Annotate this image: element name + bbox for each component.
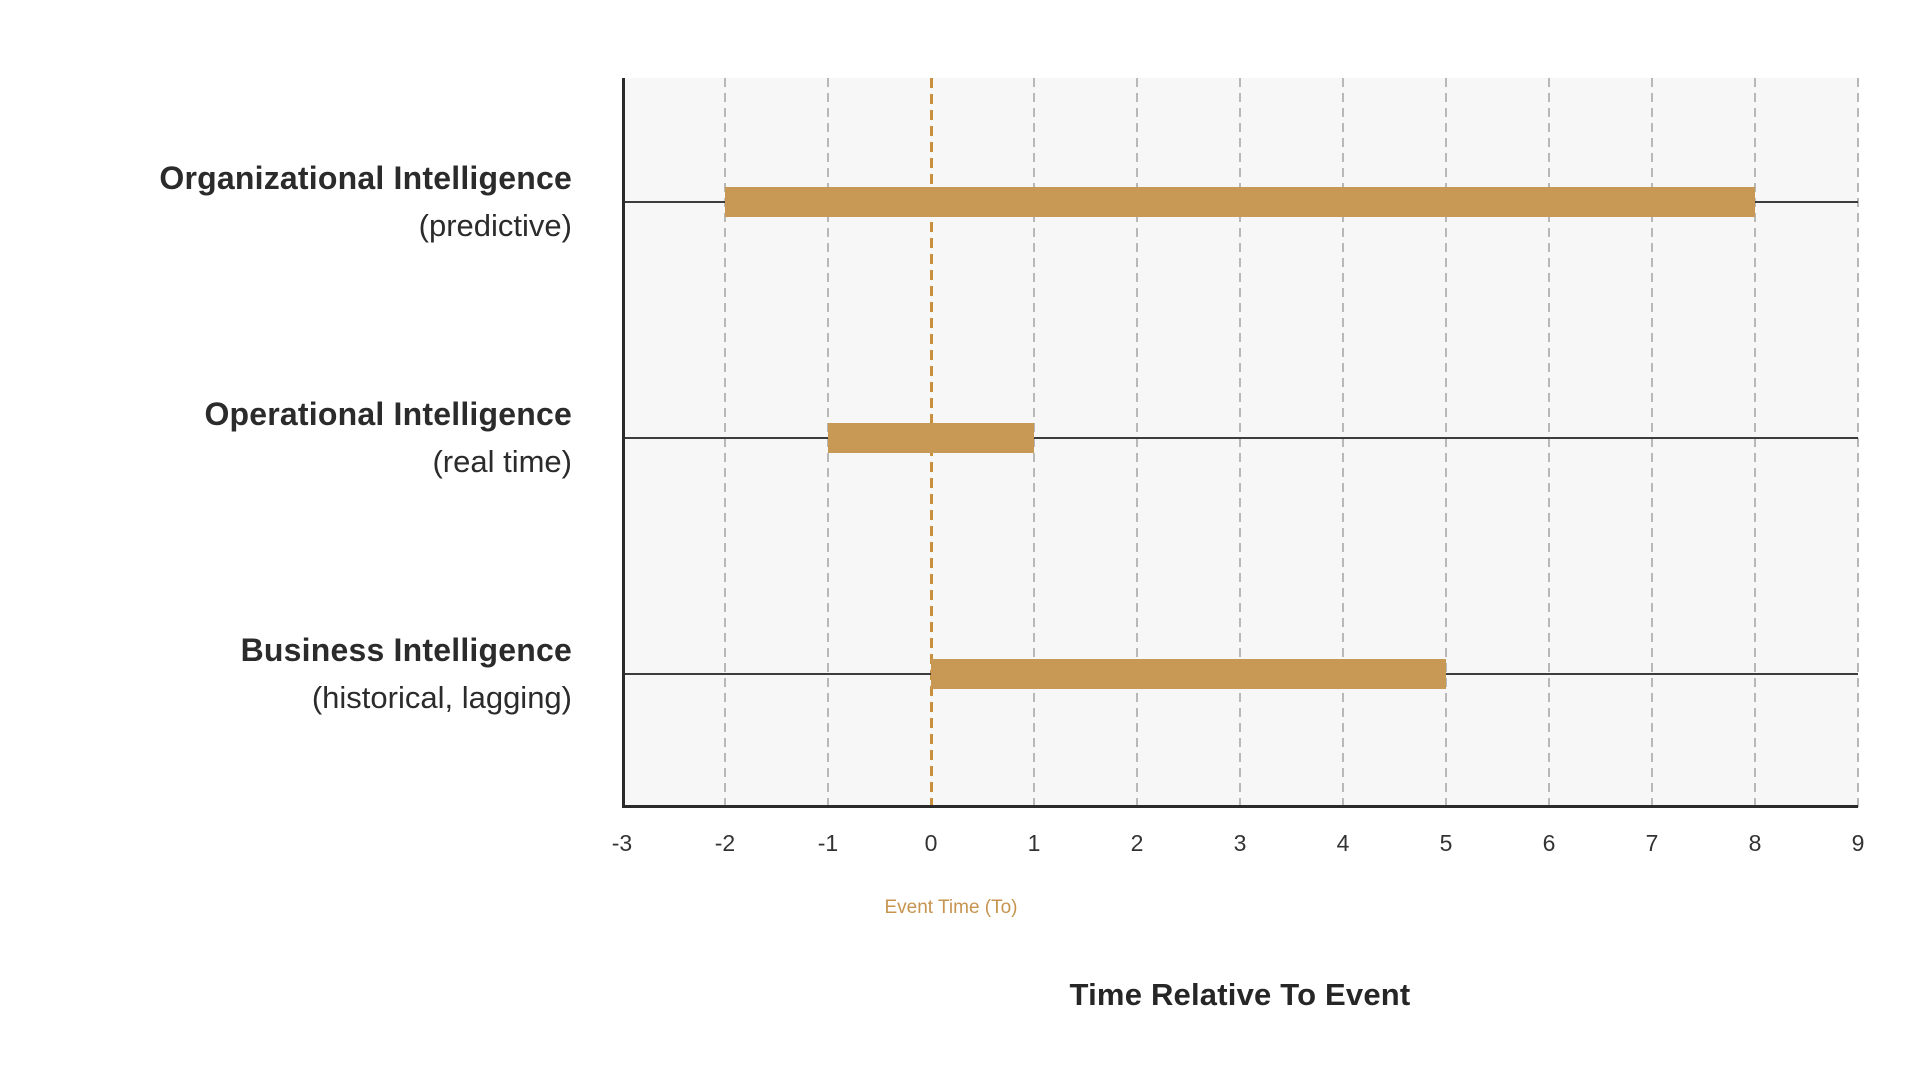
- x-tick-label: 2: [1130, 830, 1144, 856]
- event-time-label: Event Time (To): [884, 897, 1018, 918]
- x-tick-label: -2: [714, 830, 736, 856]
- x-tick-label: -3: [611, 830, 633, 856]
- gridline: [1651, 78, 1653, 808]
- x-tick-label: 0: [924, 830, 938, 856]
- category-label: Operational Intelligence: [204, 396, 572, 432]
- x-axis-spine: [622, 805, 1858, 808]
- gridline: [1033, 78, 1035, 808]
- gridline: [1857, 78, 1859, 808]
- x-tick-label: 3: [1233, 830, 1247, 856]
- gridline: [1136, 78, 1138, 808]
- y-axis-spine: [622, 78, 625, 808]
- row-line: [622, 437, 1858, 439]
- bar-operational-intelligence: [828, 423, 1034, 453]
- x-tick-label: 9: [1851, 830, 1865, 856]
- category-label: Organizational Intelligence: [159, 160, 572, 196]
- x-tick-label: 6: [1542, 830, 1556, 856]
- gridline: [1548, 78, 1550, 808]
- plot-area: [622, 78, 1859, 808]
- y-axis-label-organizational-intelligence: Organizational Intelligence (predictive): [159, 155, 572, 249]
- gridline: [1239, 78, 1241, 808]
- bar-organizational-intelligence: [725, 187, 1755, 217]
- gridline: [1445, 78, 1447, 808]
- category-sublabel: (historical, lagging): [311, 680, 572, 715]
- x-tick-label: 1: [1027, 830, 1041, 856]
- category-sublabel: (predictive): [418, 208, 572, 243]
- y-axis-label-business-intelligence: Business Intelligence (historical, laggin…: [241, 627, 572, 721]
- gridline: [1342, 78, 1344, 808]
- category-sublabel: (real time): [432, 444, 572, 479]
- x-tick-label: 7: [1645, 830, 1659, 856]
- chart-title: Time Relative To Event: [1069, 977, 1411, 1012]
- x-tick-label: 5: [1439, 830, 1453, 856]
- x-tick-label: 4: [1336, 830, 1350, 856]
- y-axis-label-operational-intelligence: Operational Intelligence (real time): [204, 391, 572, 485]
- category-label: Business Intelligence: [240, 632, 572, 668]
- bar-business-intelligence: [931, 659, 1446, 689]
- x-tick-label: -1: [817, 830, 839, 856]
- x-tick-label: 8: [1748, 830, 1762, 856]
- gridline: [1754, 78, 1756, 808]
- gridline: [724, 78, 726, 808]
